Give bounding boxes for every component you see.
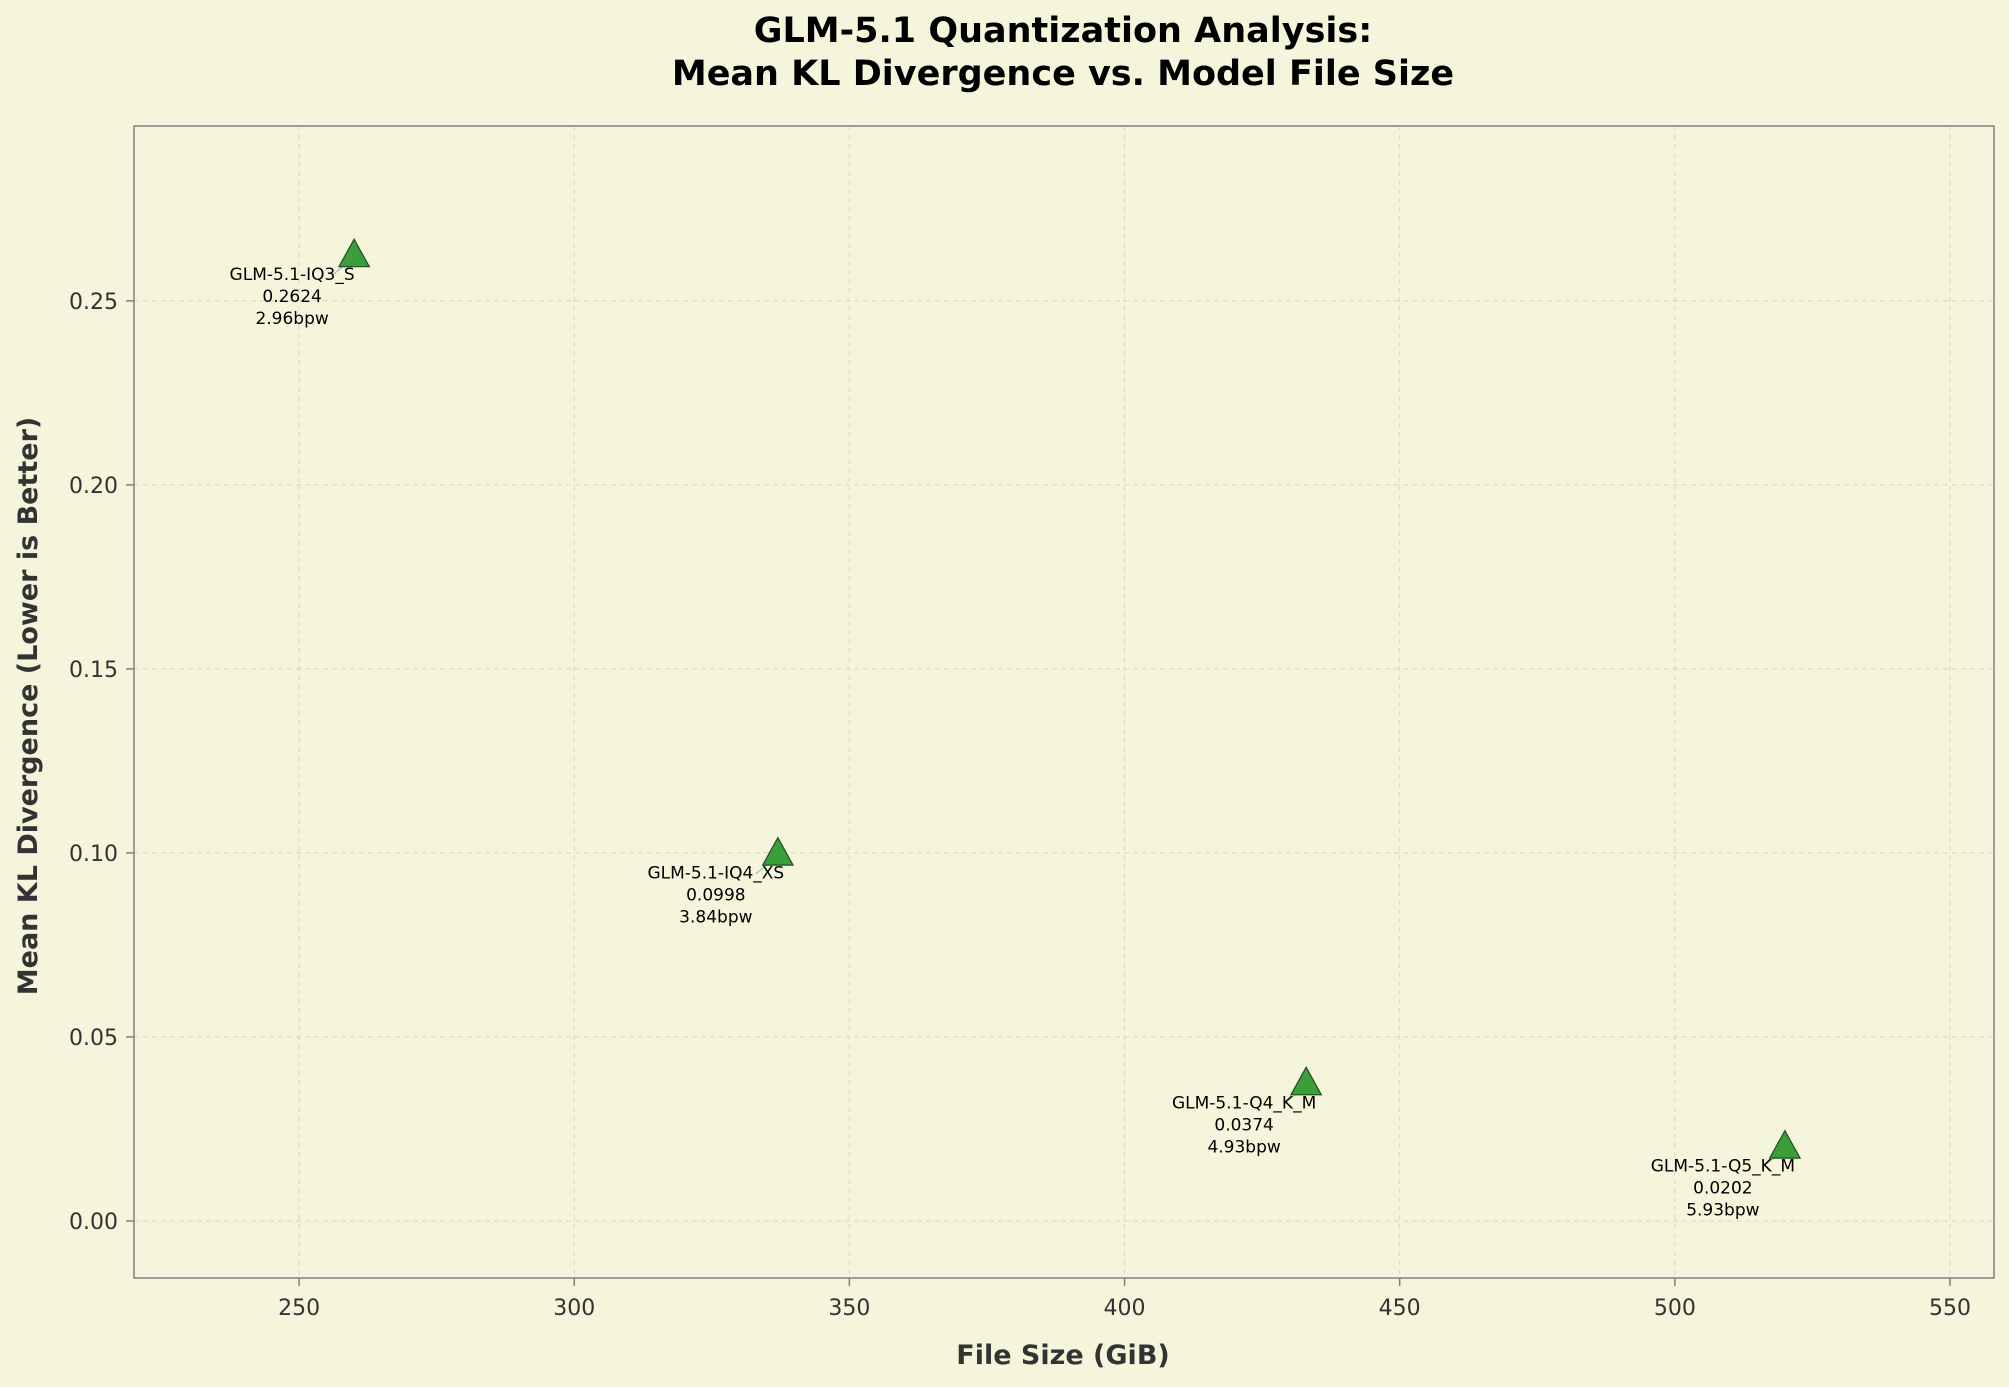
point-value-label: 0.0374: [1214, 1115, 1273, 1135]
x-axis-label: File Size (GiB): [956, 1340, 1169, 1371]
data-point-triangle: [761, 836, 795, 866]
data-point-triangle: [1289, 1066, 1323, 1096]
grid-lines: [134, 126, 1994, 1278]
y-tick-label: 0.25: [69, 290, 118, 315]
x-tick-label: 550: [1929, 1296, 1971, 1321]
chart-title-line-1: GLM-5.1 Quantization Analysis:: [754, 11, 1372, 51]
point-bpw-label: 2.96bpw: [255, 309, 328, 329]
point-bpw-label: 4.93bpw: [1207, 1137, 1280, 1157]
data-point-triangle: [1768, 1129, 1802, 1159]
y-tick-label: 0.15: [69, 658, 118, 683]
point-value-label: 0.0998: [686, 886, 745, 906]
x-tick-label: 300: [553, 1296, 595, 1321]
point-name-label: GLM-5.1-IQ3_S: [230, 265, 355, 285]
y-tick-label: 0.00: [69, 1210, 118, 1235]
data-point-triangle: [337, 237, 371, 268]
plot-frame: [133, 125, 1995, 1279]
x-tick-label: 500: [1654, 1296, 1696, 1321]
point-value-label: 0.2624: [262, 287, 321, 307]
x-tick-label: 350: [828, 1296, 870, 1321]
point-bpw-label: 5.93bpw: [1686, 1201, 1759, 1221]
x-tick-label: 400: [1104, 1296, 1146, 1321]
y-axis-label: Mean KL Divergence (Lower is Better): [13, 417, 44, 995]
chart-title-line-2: Mean KL Divergence vs. Model File Size: [672, 54, 1454, 94]
point-value-label: 0.0202: [1693, 1179, 1752, 1199]
y-tick-label: 0.10: [69, 842, 118, 867]
point-name-label: GLM-5.1-Q4_K_M: [1172, 1093, 1316, 1113]
data-points: [331, 237, 1802, 1168]
y-tick-label: 0.20: [69, 474, 118, 499]
x-tick-label: 450: [1379, 1296, 1421, 1321]
point-bpw-label: 3.84bpw: [679, 908, 752, 928]
point-name-label: GLM-5.1-Q5_K_M: [1651, 1157, 1795, 1177]
point-name-label: GLM-5.1-IQ4_XS: [647, 864, 784, 884]
x-tick-label: 250: [278, 1296, 320, 1321]
y-tick-label: 0.05: [69, 1026, 118, 1051]
axes: 250 300 350 400 450 500 550 0.00 0.05 0.10 0.15 0.2…: [69, 125, 1995, 1321]
